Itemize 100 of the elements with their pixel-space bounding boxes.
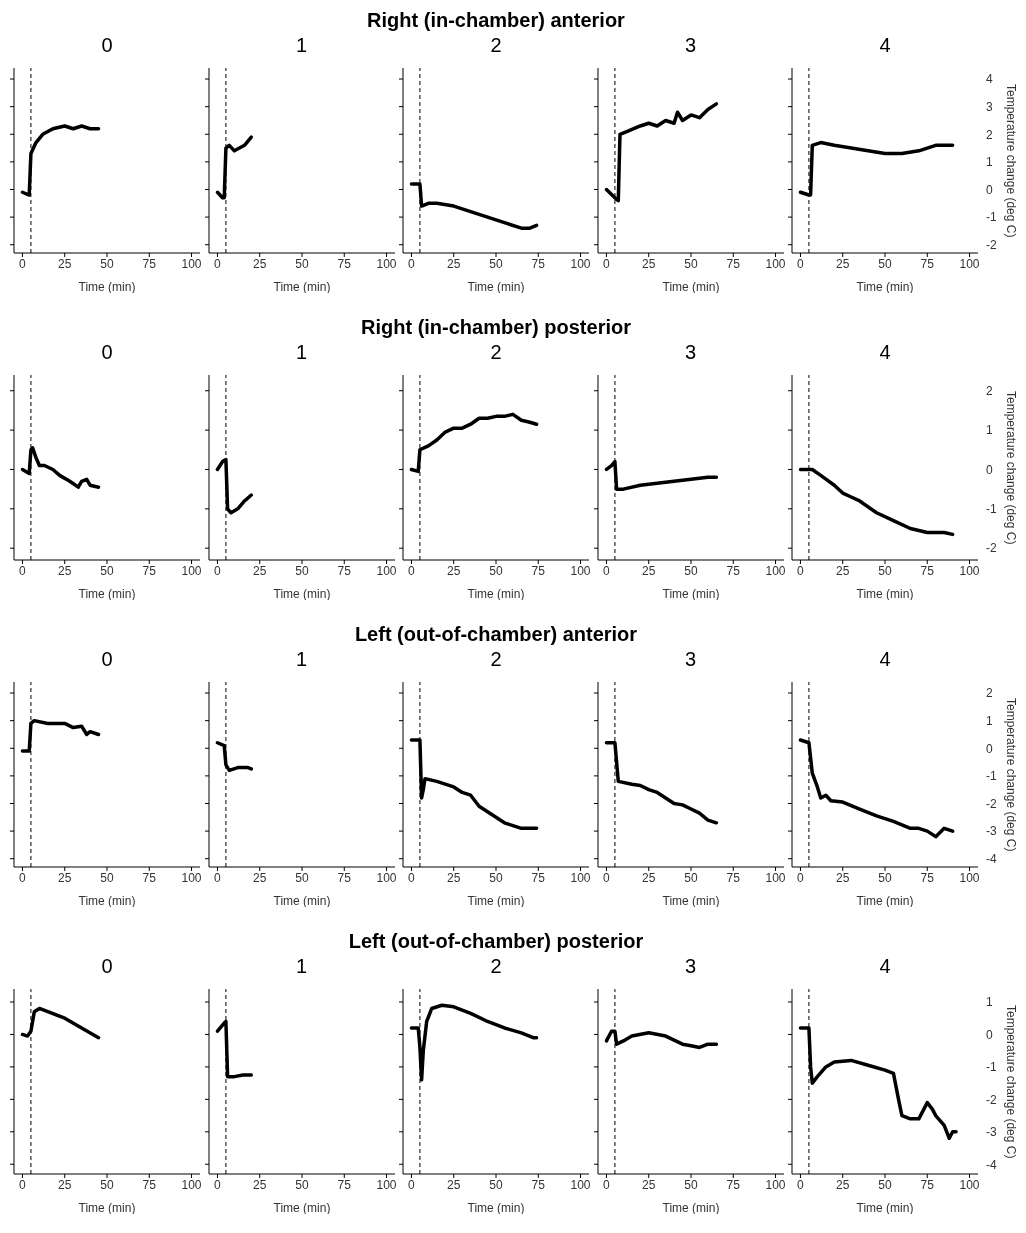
x-axis-title: Time (min) — [856, 280, 914, 294]
y-tick-label: 0 — [986, 462, 993, 477]
x-tick-label: 75 — [531, 563, 546, 578]
y-tick-label: -1 — [986, 769, 997, 784]
y-tick-label: -1 — [986, 502, 997, 517]
y-tick-label: -1 — [986, 210, 997, 225]
x-tick-label: 75 — [337, 563, 351, 578]
x-tick-label: 0 — [602, 563, 610, 578]
x-tick-label: 50 — [294, 563, 309, 578]
x-tick-label: 100 — [181, 1177, 202, 1192]
x-tick-label: 75 — [726, 870, 740, 885]
x-tick-label: 0 — [19, 870, 27, 885]
chart-title: 1 — [294, 340, 309, 365]
x-axis-title: Time (min) — [78, 1201, 136, 1215]
x-tick-label: 50 — [683, 563, 698, 578]
x-tick-label: 50 — [878, 563, 892, 578]
x-axis-title: Time (min) — [78, 587, 136, 601]
y-tick-label: -4 — [986, 1157, 997, 1172]
x-tick-label: 50 — [683, 870, 698, 885]
x-tick-label: 100 — [959, 563, 980, 578]
x-tick-label: 25 — [58, 1177, 72, 1192]
x-tick-label: 0 — [19, 563, 27, 578]
x-tick-label: 75 — [337, 256, 351, 271]
x-tick-label: 0 — [797, 1177, 805, 1192]
chart-subtitle: 2 — [489, 647, 503, 672]
x-tick-label: 50 — [683, 1177, 698, 1192]
x-tick-label: 0 — [797, 563, 805, 578]
x-tick-label: 75 — [726, 256, 740, 271]
y-tick-label: -3 — [986, 824, 997, 839]
chart-title: Right (in-chamber) anterior — [366, 8, 626, 32]
x-tick-label: 50 — [294, 256, 309, 271]
x-axis-title: Time (min) — [662, 280, 719, 294]
x-tick-label: 100 — [959, 870, 980, 885]
y-tick-label: 1 — [986, 713, 993, 728]
chart-title: 0 — [100, 647, 114, 672]
x-tick-label: 0 — [408, 1177, 416, 1192]
x-tick-label: 25 — [58, 256, 72, 271]
x-tick-label: 25 — [641, 870, 656, 885]
x-tick-label: 50 — [489, 1177, 503, 1192]
x-tick-label: 25 — [836, 563, 850, 578]
x-tick-label: 0 — [602, 256, 610, 271]
x-tick-label: 25 — [836, 870, 850, 885]
chart-subtitle: 2 — [489, 340, 503, 365]
x-tick-label: 75 — [337, 870, 351, 885]
x-tick-label: 100 — [959, 256, 980, 271]
chart-title: 1 — [294, 647, 309, 672]
y-tick-label: 2 — [986, 686, 993, 701]
x-tick-label: 0 — [213, 256, 221, 271]
y-tick-label: -2 — [986, 796, 997, 811]
x-tick-label: 75 — [142, 256, 157, 271]
x-tick-label: 75 — [920, 563, 935, 578]
chart-title: 4 — [878, 954, 892, 979]
x-axis-title: Time (min) — [273, 280, 330, 294]
y-tick-label: 0 — [986, 741, 993, 756]
x-tick-label: 50 — [294, 1177, 309, 1192]
x-tick-label: 75 — [920, 256, 935, 271]
x-tick-label: 50 — [683, 256, 698, 271]
x-tick-label: 25 — [447, 563, 461, 578]
chart-title: Left (out-of-chamber) anterior — [353, 622, 639, 646]
y-axis-title: Temperature change (deg C) — [1004, 1003, 1018, 1161]
x-tick-label: 50 — [489, 563, 503, 578]
x-tick-label: 50 — [489, 256, 503, 271]
x-tick-label: 25 — [252, 563, 267, 578]
x-tick-label: 100 — [765, 256, 786, 271]
x-tick-label: 0 — [602, 1177, 610, 1192]
x-tick-label: 100 — [181, 870, 202, 885]
chart-title: 3 — [683, 954, 698, 979]
chart-title: 3 — [683, 340, 698, 365]
chart-subtitle: 2 — [489, 954, 503, 979]
chart-title: Left (out-of-chamber) posterior — [347, 929, 645, 953]
x-tick-label: 0 — [408, 563, 416, 578]
x-tick-label: 25 — [252, 256, 267, 271]
x-tick-label: 0 — [602, 870, 610, 885]
x-tick-label: 50 — [878, 256, 892, 271]
x-tick-label: 0 — [797, 870, 805, 885]
x-axis-title: Time (min) — [856, 1201, 914, 1215]
x-tick-label: 100 — [570, 870, 591, 885]
chart-title: 4 — [878, 33, 892, 58]
chart-title: 4 — [878, 340, 892, 365]
x-tick-label: 75 — [920, 1177, 935, 1192]
x-tick-label: 0 — [408, 870, 416, 885]
x-axis-title: Time (min) — [78, 280, 136, 294]
x-tick-label: 100 — [570, 563, 591, 578]
y-tick-label: 0 — [986, 182, 993, 197]
x-tick-label: 75 — [142, 870, 157, 885]
x-tick-label: 0 — [19, 256, 27, 271]
y-tick-label: 3 — [986, 99, 993, 114]
y-tick-label: -2 — [986, 237, 997, 252]
x-tick-label: 50 — [100, 256, 114, 271]
x-axis-title: Time (min) — [467, 280, 525, 294]
x-axis-title: Time (min) — [273, 894, 330, 908]
x-tick-label: 25 — [252, 870, 267, 885]
x-axis-title: Time (min) — [273, 587, 330, 601]
x-tick-label: 0 — [213, 870, 221, 885]
x-tick-label: 100 — [570, 256, 591, 271]
y-tick-label: -4 — [986, 851, 997, 866]
x-tick-label: 50 — [878, 1177, 892, 1192]
x-tick-label: 25 — [641, 563, 656, 578]
x-tick-label: 75 — [920, 870, 935, 885]
x-axis-title: Time (min) — [467, 1201, 525, 1215]
